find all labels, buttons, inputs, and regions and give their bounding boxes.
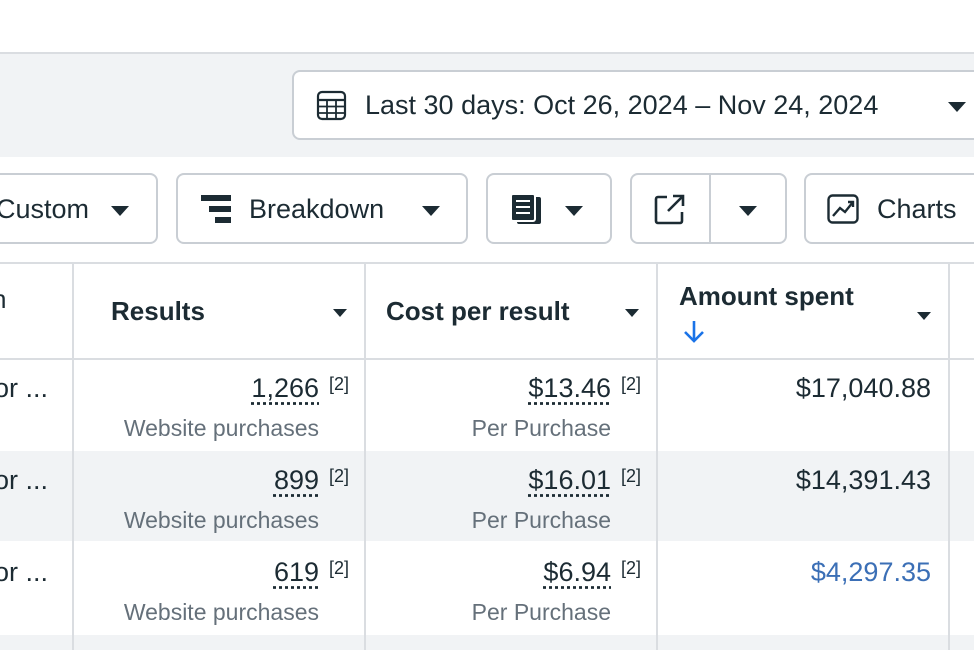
footnote[interactable]: [2] [621,558,642,578]
date-range-label: Last 30 days: Oct 26, 2024 – Nov 24, 202… [365,89,879,120]
columns-label: Custom [0,194,90,224]
table-row-stripe [0,635,974,650]
export-icon[interactable] [654,194,685,232]
button-divider [709,175,711,242]
footnote[interactable]: [2] [621,374,642,394]
cost-per-result-value[interactable]: $6.94 [543,557,611,587]
header-label: Results [111,296,205,326]
results-type: Website purchases [123,599,319,625]
results-value[interactable]: 619 [273,557,319,587]
breakdown-icon [201,195,231,230]
breakdown-button[interactable]: Breakdown [176,173,468,244]
footnote[interactable]: [2] [329,466,350,486]
chevron-down-icon[interactable] [625,309,639,317]
results-value[interactable]: 899 [273,465,319,495]
results-type: Website purchases [123,507,319,533]
chevron-down-icon [948,102,966,112]
footnote[interactable]: [2] [329,374,350,394]
columns-button[interactable]: Custom [0,173,158,244]
results-value[interactable]: 1,266 [251,373,319,403]
header-label: Cost per result [386,296,570,326]
chevron-down-icon [111,206,129,216]
column-divider [948,264,950,650]
charts-label: Charts [877,194,957,224]
breakdown-label: Breakdown [249,194,385,224]
results-table: n Results Cost per result Amount spent o… [0,262,974,650]
amount-spent-link[interactable]: $4,297.35 [810,557,931,587]
sort-descending-icon[interactable] [683,320,705,349]
column-divider [72,264,74,650]
reports-button[interactable] [486,173,612,244]
chevron-down-icon[interactable] [333,309,347,317]
row-name[interactable]: or ... [0,465,49,495]
header-label: Amount spent [679,281,854,311]
cost-per-result-value[interactable]: $13.46 [528,373,611,403]
date-range-picker[interactable]: Last 30 days: Oct 26, 2024 – Nov 24, 202… [292,70,974,140]
cost-per-result-value[interactable]: $16.01 [528,465,611,495]
footnote[interactable]: [2] [621,466,642,486]
results-type: Website purchases [123,415,319,441]
calendar-icon [316,90,347,121]
amount-spent-value: $17,040.88 [795,373,931,403]
chart-icon [827,194,859,231]
chevron-down-icon [565,206,583,216]
column-divider [656,264,658,650]
amount-spent-value: $14,391.43 [795,465,931,495]
column-header-name[interactable]: n [0,284,6,315]
cost-type: Per Purchase [471,599,611,625]
cost-type: Per Purchase [471,507,611,533]
chevron-down-icon[interactable] [917,312,931,320]
chevron-down-icon[interactable] [739,206,757,216]
header-divider [0,358,974,360]
export-button-group[interactable] [630,173,787,244]
cost-type: Per Purchase [471,415,611,441]
charts-button[interactable]: Charts [804,173,974,244]
reports-icon [509,193,543,233]
chevron-down-icon [422,206,440,216]
row-name[interactable]: or ... [0,557,49,587]
table-row-stripe [0,451,974,541]
footnote[interactable]: [2] [329,558,350,578]
column-divider [364,264,366,650]
row-name[interactable]: or ... [0,373,49,403]
